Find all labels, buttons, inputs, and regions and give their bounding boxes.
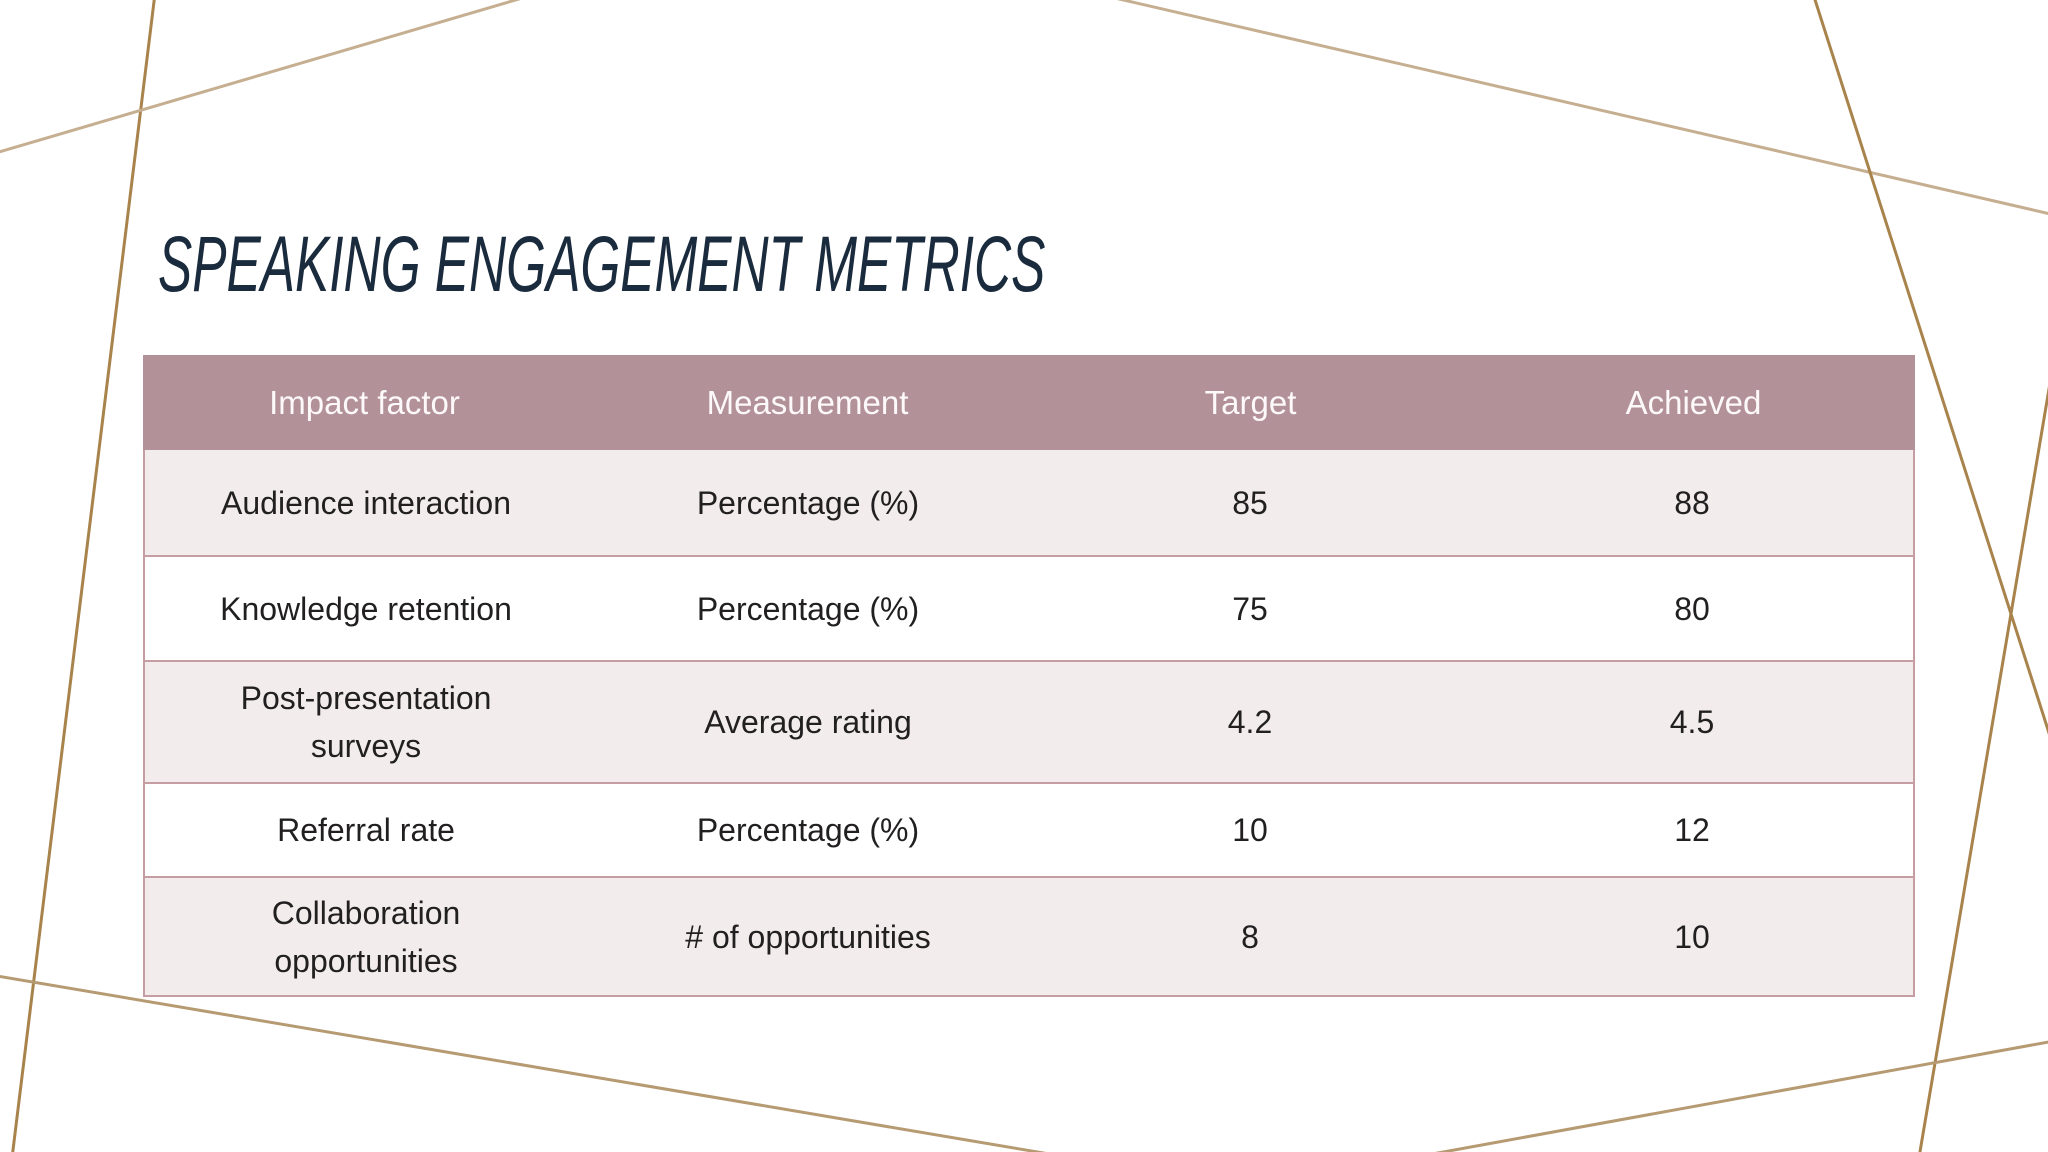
table-cell: 10 — [1232, 812, 1268, 848]
slide-title: SPEAKING ENGAGEMENT METRICS — [158, 219, 1046, 308]
table-cell: 10 — [1674, 918, 1710, 955]
table-cell: Referral rate — [277, 812, 455, 848]
table-cell: Post-presentation surveys — [240, 680, 492, 764]
table-cell: 12 — [1674, 812, 1710, 848]
decorative-line-bottom-left — [0, 974, 1080, 1152]
header-cell-target: Target — [1204, 383, 1297, 421]
table-body: Audience interaction Percentage (%) 85 8… — [143, 450, 1915, 997]
table-cell: 80 — [1674, 590, 1710, 627]
decorative-line-left-steep — [10, 0, 157, 1152]
table-cell: 8 — [1241, 918, 1259, 955]
table-row: Knowledge retention Percentage (%) 75 80 — [145, 555, 1913, 660]
table-cell: 4.5 — [1669, 704, 1715, 740]
table-cell: Percentage (%) — [696, 812, 920, 848]
table-cell: Knowledge retention — [220, 590, 512, 627]
table-cell: 88 — [1674, 484, 1710, 521]
table-cell: Percentage (%) — [696, 484, 920, 521]
table-cell: 4.2 — [1227, 704, 1273, 740]
table-cell: Percentage (%) — [696, 590, 920, 627]
table-row: Collaboration opportunities # of opportu… — [145, 876, 1913, 995]
decorative-line-top-left — [0, 0, 532, 155]
header-cell-impact-factor: Impact factor — [269, 383, 460, 421]
decorative-line-right-lower — [1916, 359, 2048, 1152]
table-row: Post-presentation surveys Average rating… — [145, 660, 1913, 782]
table-cell: # of opportunities — [685, 918, 931, 955]
table-header-row: Impact factor Measurement Target Achieve… — [143, 355, 1915, 450]
header-cell-achieved: Achieved — [1625, 383, 1762, 421]
decorative-line-top-right — [1103, 0, 2048, 217]
table-cell: 75 — [1232, 590, 1268, 627]
table-row: Referral rate Percentage (%) 10 12 — [145, 782, 1913, 876]
table-cell: 85 — [1232, 484, 1268, 521]
table-row: Audience interaction Percentage (%) 85 8… — [145, 450, 1913, 555]
decorative-line-bottom-right — [1401, 1039, 2048, 1152]
table-cell: Average rating — [704, 704, 912, 740]
metrics-table: Impact factor Measurement Target Achieve… — [143, 355, 1915, 997]
header-cell-measurement: Measurement — [706, 383, 909, 421]
table-cell: Audience interaction — [221, 484, 511, 521]
table-cell: Collaboration opportunities — [271, 894, 461, 979]
